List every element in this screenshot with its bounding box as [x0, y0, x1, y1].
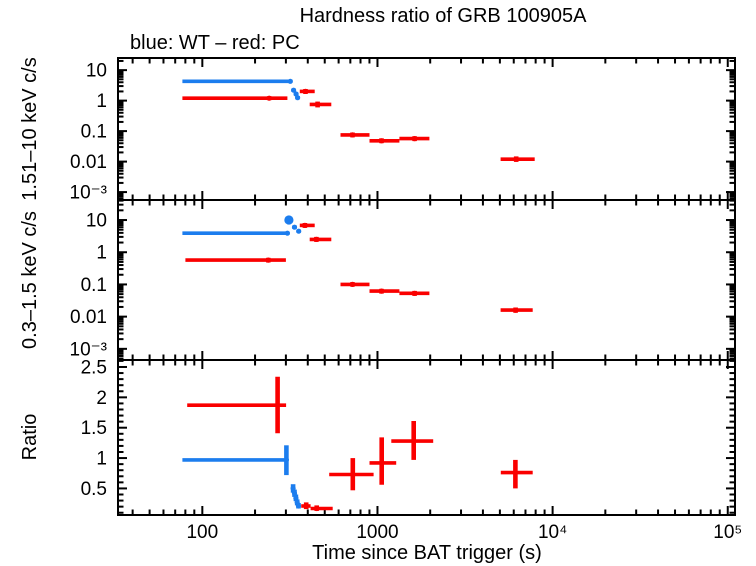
y-tick-label: 1	[96, 449, 107, 470]
errorbar-point	[182, 95, 288, 101]
errorbar-point	[299, 88, 315, 94]
errorbar-point	[500, 307, 533, 313]
errorbar-point	[291, 224, 298, 230]
y-tick-label: 0.01	[70, 152, 107, 173]
series-soft-band-pc	[185, 222, 533, 313]
errorbar-point	[284, 215, 294, 225]
x-tick-label: 10⁵	[713, 522, 742, 543]
x-axis-label: Time since BAT trigger (s)	[312, 542, 542, 564]
errorbar-point	[369, 138, 400, 144]
panel-soft-band: 10 1 0.1 0.01 10⁻³	[70, 199, 736, 361]
errorbar-point	[299, 222, 315, 228]
y-axis-label-soft-band: 0.3–1.5 keV c/s	[19, 211, 41, 349]
y-tick-label: 10	[86, 61, 107, 82]
y-axis-label-hard-band: 1.51–10 keV c/s	[19, 57, 41, 200]
panel-hard-band: 10 1 0.1 0.01 10⁻³	[70, 57, 736, 204]
y-tick-label: 1	[96, 91, 107, 112]
errorbar-point	[310, 505, 333, 512]
series-ratio-wt	[182, 445, 302, 509]
errorbar-point	[187, 376, 287, 434]
x-tick-label: 10⁴	[538, 522, 567, 543]
errorbar-point	[329, 458, 374, 491]
chart-title: Hardness ratio of GRB 100905A	[300, 5, 587, 27]
y-tick-label: 1	[96, 243, 107, 264]
y-tick-label: 0.1	[81, 122, 107, 143]
errorbar-point	[295, 95, 301, 101]
y-tick-label: 0.1	[81, 275, 107, 296]
y-tick-label: 10⁻³	[70, 183, 108, 204]
series-hard-band-pc	[182, 88, 535, 162]
errorbar-point	[295, 503, 302, 509]
errorbar-point	[500, 459, 533, 489]
series-hard-band-wt	[182, 78, 301, 101]
errorbar-point	[369, 437, 397, 485]
y-tick-label: 0.5	[81, 479, 107, 500]
errorbar-point	[399, 290, 430, 296]
chart-legend-note: blue: WT – red: PC	[130, 32, 300, 54]
errorbar-point	[182, 445, 289, 476]
y-tick-label: 2.5	[81, 358, 107, 379]
y-tick-label: 10⁻³	[70, 339, 108, 360]
errorbar-point	[500, 156, 535, 162]
errorbar-point	[309, 101, 332, 108]
y-axis-label-ratio: Ratio	[19, 414, 41, 461]
series-ratio-pc	[187, 376, 533, 512]
errorbar-point	[301, 502, 311, 510]
errorbar-point	[309, 236, 332, 242]
series-soft-band-wt	[182, 215, 302, 236]
x-tick-label: 1000	[356, 522, 398, 543]
plot-panels: 1010.10.0110⁻³1010.10.0110⁻³0.511.522.51…	[70, 57, 742, 543]
errorbar-point	[291, 87, 297, 93]
errorbar-point	[399, 136, 430, 142]
y-tick-label: 10	[86, 211, 107, 232]
errorbar-point	[182, 78, 293, 84]
x-tick-label: 100	[186, 522, 218, 543]
y-tick-label: 1.5	[81, 418, 107, 439]
y-tick-label: 2	[96, 388, 107, 409]
errorbar-point	[182, 230, 290, 236]
errorbar-point	[340, 132, 370, 138]
errorbar-point	[391, 421, 434, 460]
panel-ratio: 0.5 1 1.5 2 2.5	[81, 358, 736, 516]
errorbar-point	[369, 288, 400, 294]
errorbar-point	[340, 281, 370, 287]
y-tick-label: 0.01	[70, 307, 107, 328]
errorbar-point	[185, 257, 286, 263]
errorbar-point	[296, 228, 302, 234]
